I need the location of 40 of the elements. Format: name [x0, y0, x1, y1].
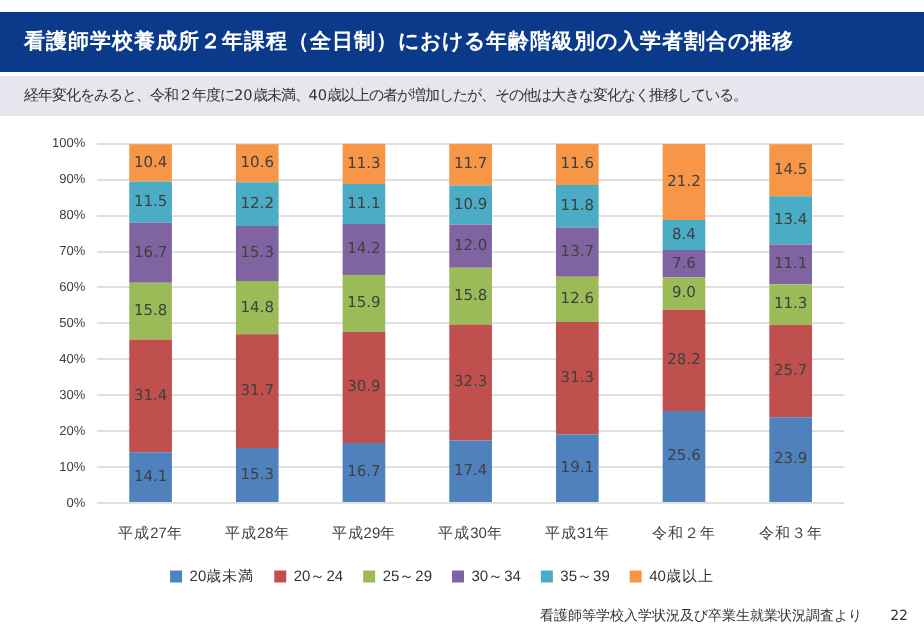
bar [129, 222, 172, 283]
bar [129, 181, 172, 223]
bar [342, 332, 386, 444]
chart-title: 看護師学校養成所２年課程（全日制）における年齢階級別の入学者割合の推移 [0, 12, 924, 72]
bar [342, 143, 386, 185]
bar [769, 417, 812, 502]
bar [555, 143, 599, 186]
bar [662, 143, 706, 220]
bar [449, 224, 492, 268]
bar [555, 434, 599, 502]
bar [769, 144, 812, 197]
bar [449, 324, 492, 441]
bar [342, 274, 386, 333]
bar [769, 244, 812, 285]
bar [662, 309, 706, 412]
bar [129, 339, 172, 453]
bar [449, 267, 492, 325]
bar [129, 144, 172, 182]
bar [449, 185, 492, 225]
bar [342, 184, 386, 224]
bar [235, 281, 279, 335]
bar [555, 227, 599, 277]
bar [342, 443, 386, 502]
bar [129, 452, 172, 502]
bar [449, 440, 492, 502]
bar [662, 411, 706, 502]
bar [555, 276, 599, 322]
bar [129, 282, 172, 340]
bar [555, 185, 599, 228]
bar [342, 223, 386, 275]
bar [769, 324, 812, 418]
bar [449, 143, 492, 186]
bar [235, 182, 279, 227]
bar [555, 321, 599, 435]
bar [235, 448, 279, 502]
bar [235, 226, 279, 282]
bar [662, 277, 706, 310]
bar [769, 196, 812, 245]
bar [769, 284, 812, 325]
bar [235, 334, 279, 449]
